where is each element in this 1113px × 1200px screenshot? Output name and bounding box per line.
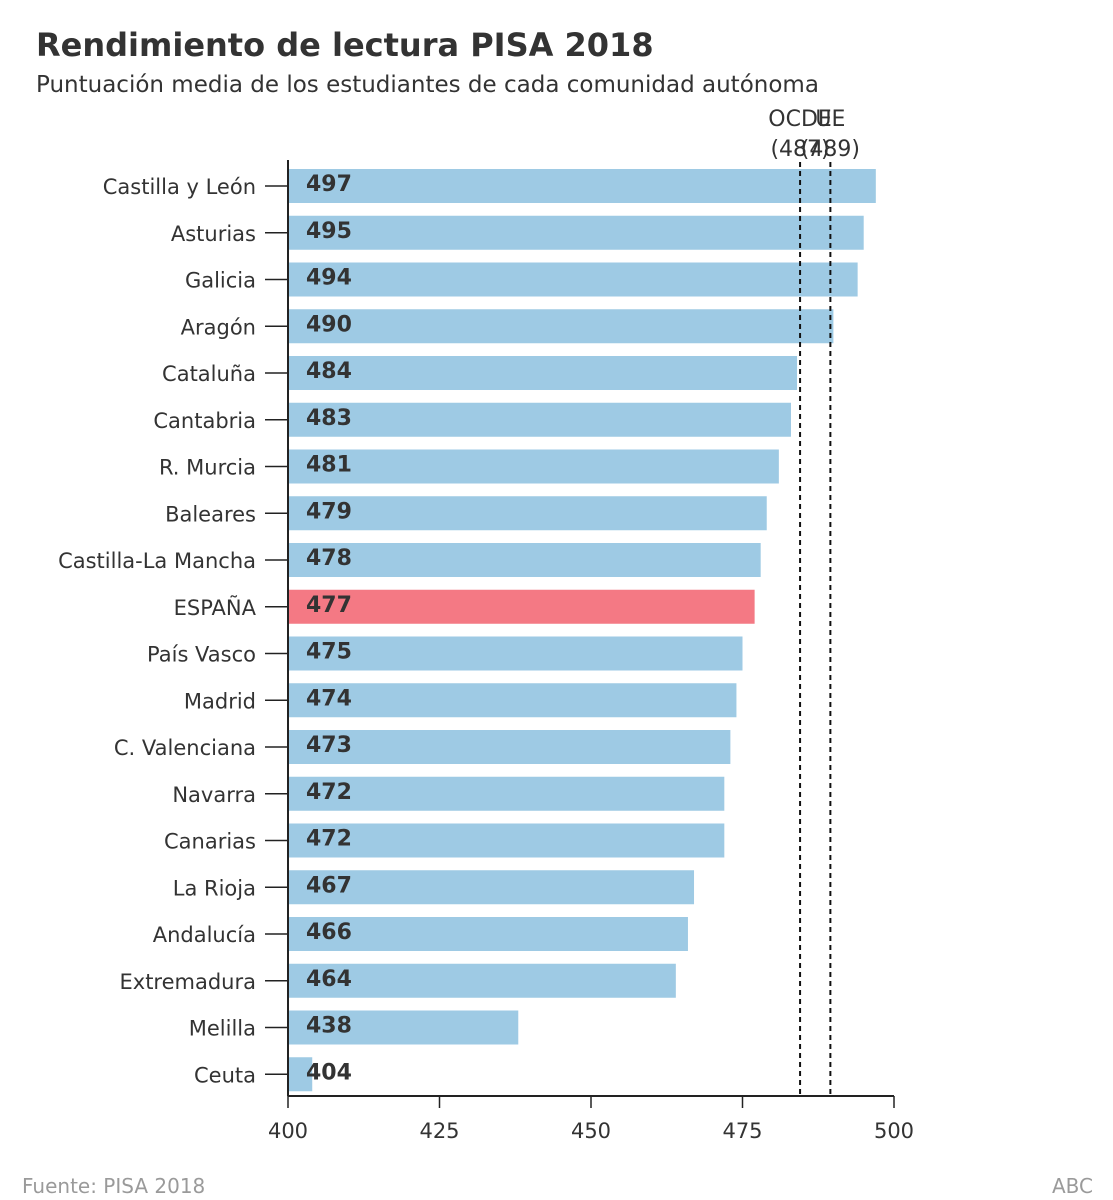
data-label: 484 (306, 359, 352, 384)
data-label: 481 (306, 453, 352, 478)
bar (288, 730, 731, 764)
bar (288, 683, 737, 718)
bar (288, 870, 695, 905)
bar (288, 963, 676, 998)
data-label: 472 (306, 827, 352, 852)
data-label: 467 (306, 873, 352, 898)
bar (288, 449, 779, 484)
category-label: Aragón (181, 315, 256, 339)
chart-subtitle: Puntuación media de los estudiantes de c… (36, 72, 819, 98)
data-label: 490 (306, 312, 352, 337)
data-label: 475 (306, 640, 352, 665)
category-label: Castilla-La Mancha (58, 549, 256, 573)
data-label: 477 (306, 593, 352, 618)
data-label: 497 (306, 172, 352, 197)
bar (288, 215, 864, 250)
data-label: 483 (306, 406, 352, 431)
reference-line-value: (487) (770, 137, 829, 162)
bar (288, 543, 761, 577)
category-label: Baleares (165, 502, 256, 526)
data-label: 474 (306, 686, 352, 711)
bar (288, 589, 755, 624)
bar (288, 402, 791, 437)
category-label: R. Murcia (159, 456, 256, 480)
data-label: 473 (306, 733, 352, 758)
data-label: 479 (306, 499, 352, 524)
reference-line-name: OCDE (768, 107, 832, 132)
x-tick-label: 400 (268, 1119, 308, 1143)
category-label: País Vasco (147, 643, 256, 667)
category-label: La Rioja (173, 876, 256, 900)
x-tick-label: 450 (571, 1119, 611, 1143)
data-label: 478 (306, 546, 352, 571)
data-label: 495 (306, 219, 352, 244)
bar (288, 496, 767, 531)
category-label: Castilla y León (103, 175, 256, 199)
data-label: 466 (306, 920, 352, 945)
category-label: Galicia (185, 269, 256, 293)
bar (288, 1057, 313, 1092)
bar (288, 309, 834, 344)
category-label: ESPAÑA (174, 594, 257, 620)
credit-note: ABC (1051, 1174, 1093, 1198)
category-label: Melilla (189, 1017, 256, 1041)
data-label: 404 (306, 1060, 352, 1085)
bar (288, 356, 798, 390)
category-label: C. Valenciana (114, 736, 256, 760)
data-label: 464 (306, 967, 352, 992)
x-tick-label: 500 (874, 1119, 914, 1143)
x-tick-label: 425 (419, 1119, 459, 1143)
category-label: Canarias (164, 830, 256, 854)
data-label: 494 (306, 266, 352, 291)
chart-title: Rendimiento de lectura PISA 2018 (36, 26, 654, 64)
category-label: Andalucía (153, 923, 256, 947)
source-note: Fuente: PISA 2018 (22, 1174, 206, 1198)
bar (288, 776, 725, 811)
category-label: Cataluña (162, 362, 256, 386)
bar (288, 262, 858, 297)
bar (288, 823, 725, 858)
category-label: Ceuta (194, 1063, 256, 1087)
bar (288, 169, 876, 203)
data-label: 472 (306, 780, 352, 805)
category-label: Cantabria (153, 409, 256, 433)
category-label: Asturias (171, 222, 256, 246)
x-tick-label: 475 (722, 1119, 762, 1143)
bar (288, 917, 688, 951)
bar (288, 636, 743, 671)
bar-chart: OCDE (487) UE (489) Castilla y León 497 Asturi… (58, 107, 914, 1143)
data-label: 438 (306, 1014, 352, 1039)
reference-line-name: UE (815, 107, 845, 132)
bar (288, 1010, 519, 1045)
category-label: Extremadura (120, 970, 257, 994)
category-label: Navarra (172, 783, 256, 807)
reference-line-value: (489) (801, 137, 860, 162)
category-label: Madrid (184, 689, 256, 713)
